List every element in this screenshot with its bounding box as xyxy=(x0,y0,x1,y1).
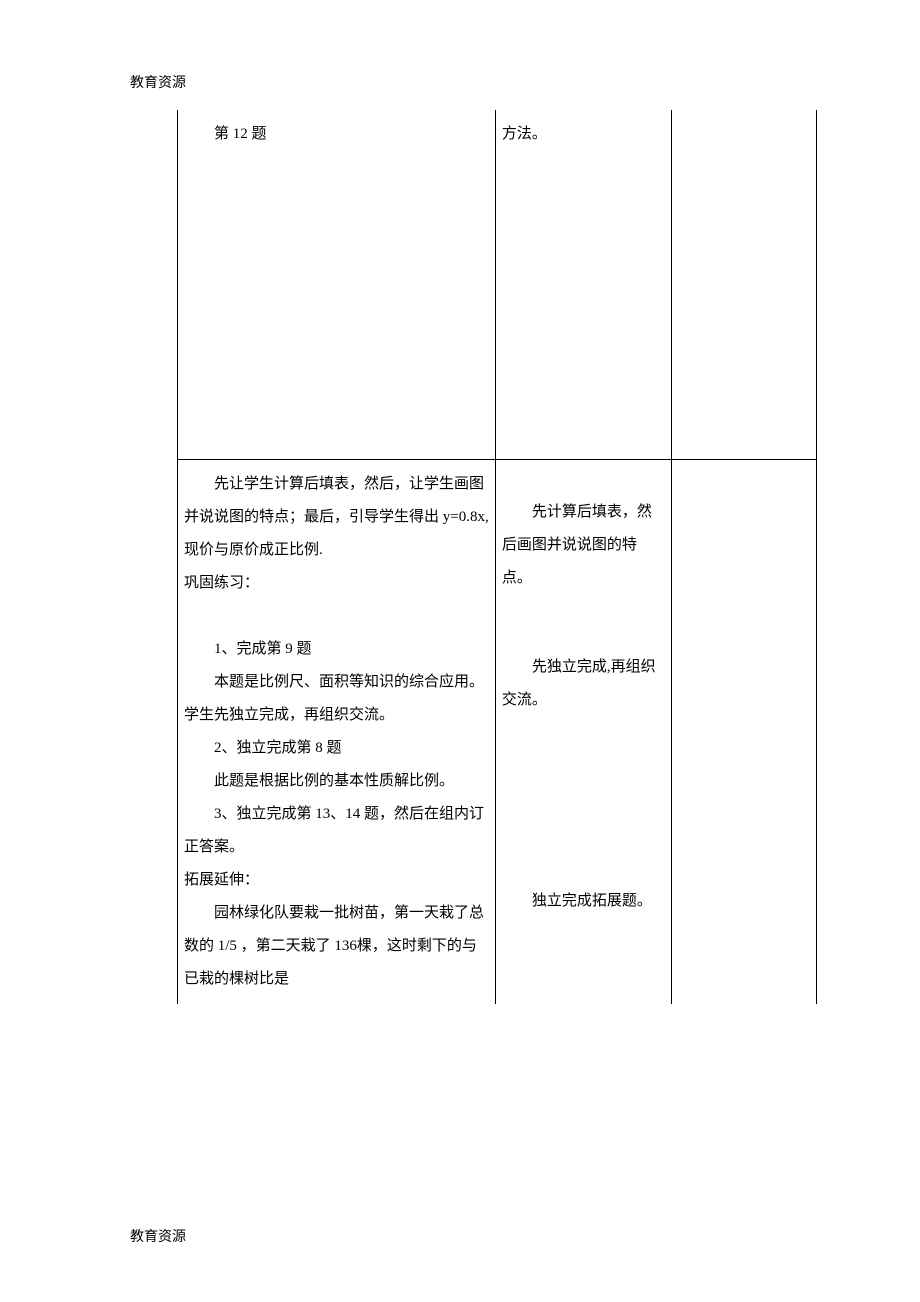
para-practice-header: 巩固练习： xyxy=(184,567,489,600)
cell-r2c2: 先计算后填表，然后画图并说说图的特点。 先独立完成,再组织交流。 独立完成拓展题… xyxy=(495,460,671,1005)
para-item2-title: 2、独立完成第 8 题 xyxy=(184,732,489,765)
para-extension-body: 园林绿化队要栽一批树苗，第一天栽了总数的 1/5 ，第二天栽了 136棵，这时剩… xyxy=(184,897,489,996)
cell-r2c1: 先让学生计算后填表，然后，让学生画图并说说图的特点；最后，引导学生得出 y=0.… xyxy=(178,460,496,1005)
page-header: 教育资源 xyxy=(130,72,186,92)
col2-note2: 先独立完成,再组织交流。 xyxy=(502,651,665,717)
question-12-label: 第 12 题 xyxy=(184,118,489,151)
col2-note1: 先计算后填表，然后画图并说说图的特点。 xyxy=(502,496,665,595)
page-footer: 教育资源 xyxy=(130,1226,186,1246)
cell-r2c3 xyxy=(671,460,816,1005)
para-extension-header: 拓展延伸： xyxy=(184,864,489,897)
para-item3: 3、独立完成第 13、14 题，然后在组内订正答案。 xyxy=(184,798,489,864)
para-item2-body: 此题是根据比例的基本性质解比例。 xyxy=(184,765,489,798)
para-intro: 先让学生计算后填表，然后，让学生画图并说说图的特点；最后，引导学生得出 y=0.… xyxy=(184,468,489,567)
col2-note3: 独立完成拓展题。 xyxy=(502,885,665,918)
spacer xyxy=(184,151,489,451)
content-table: 第 12 题 方法。 先让学生计算后填表，然后，让学生画图并说说图的特点；最后，… xyxy=(177,110,817,1004)
table-row: 先让学生计算后填表，然后，让学生画图并说说图的特点；最后，引导学生得出 y=0.… xyxy=(178,460,817,1005)
cell-r1c3 xyxy=(671,110,816,460)
method-label: 方法。 xyxy=(502,118,665,151)
table-row: 第 12 题 方法。 xyxy=(178,110,817,460)
para-item1-title: 1、完成第 9 题 xyxy=(184,633,489,666)
para-item1-body: 本题是比例尺、面积等知识的综合应用。学生先独立完成，再组织交流。 xyxy=(184,666,489,732)
cell-r1c1: 第 12 题 xyxy=(178,110,496,460)
cell-r1c2: 方法。 xyxy=(495,110,671,460)
content-table-wrap: 第 12 题 方法。 先让学生计算后填表，然后，让学生画图并说说图的特点；最后，… xyxy=(177,110,817,1004)
blank-line xyxy=(184,600,489,633)
